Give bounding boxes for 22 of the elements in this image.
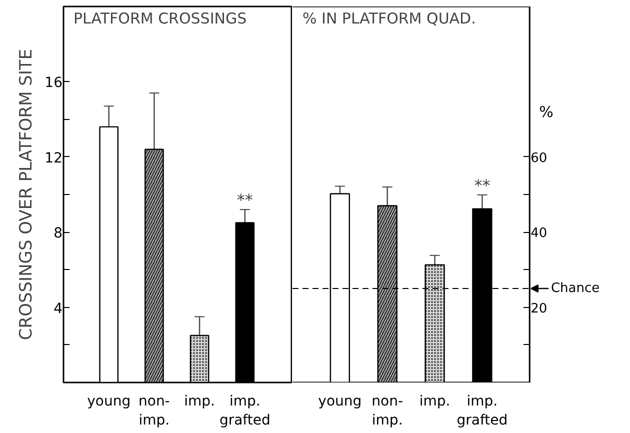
x-tick-label: young	[318, 394, 362, 410]
y-tick-label: 60	[530, 150, 548, 166]
x-tick-label: imp. grafted	[219, 394, 270, 429]
x-tick-label: imp.	[184, 394, 215, 410]
annotation: **	[236, 190, 253, 210]
ref-line-label: Chance	[550, 281, 600, 296]
chart-title: % IN PLATFORM QUAD.	[302, 10, 476, 28]
y-tick-label: 8	[54, 226, 63, 242]
x-tick-label: young	[87, 394, 131, 410]
y-tick-label: 40	[530, 226, 548, 242]
chart-title: PLATFORM CROSSINGS	[74, 10, 247, 28]
y-axis-title: CROSSINGS OVER PLATFORM SITE	[16, 48, 37, 340]
y-tick-label: 20	[530, 301, 548, 316]
y-tick-label: 4	[54, 300, 63, 317]
x-tick-label: non- imp.	[138, 394, 170, 429]
x-tick-label: non- imp.	[372, 394, 404, 429]
x-tick-label: imp. grafted	[456, 394, 508, 429]
y-axis-title: %	[539, 102, 554, 121]
annotation: **	[474, 176, 490, 195]
x-tick-label: imp.	[419, 394, 450, 410]
y-tick-label: 16	[44, 75, 63, 92]
y-tick-label: 12	[44, 150, 63, 166]
